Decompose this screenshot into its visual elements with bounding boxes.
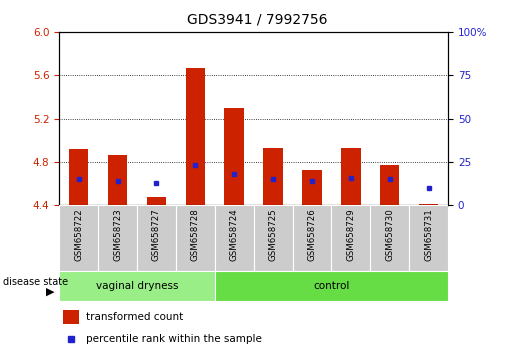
Text: GDS3941 / 7992756: GDS3941 / 7992756 <box>187 12 328 27</box>
Text: control: control <box>313 281 350 291</box>
Bar <box>215 271 448 301</box>
Text: GSM658725: GSM658725 <box>269 209 278 261</box>
Text: ▶: ▶ <box>46 286 55 296</box>
Bar <box>302 170 322 205</box>
Text: GSM658726: GSM658726 <box>307 209 316 261</box>
Text: GSM658727: GSM658727 <box>152 209 161 261</box>
Text: GSM658728: GSM658728 <box>191 209 200 261</box>
Bar <box>185 68 205 205</box>
Bar <box>108 155 127 205</box>
Bar <box>69 149 89 205</box>
Bar <box>225 108 244 205</box>
Bar <box>370 205 409 271</box>
Text: percentile rank within the sample: percentile rank within the sample <box>87 334 262 344</box>
Bar <box>341 148 360 205</box>
Bar <box>63 310 79 324</box>
Bar <box>419 204 438 205</box>
Text: GSM658731: GSM658731 <box>424 209 433 261</box>
Bar <box>380 165 400 205</box>
Text: vaginal dryness: vaginal dryness <box>96 281 178 291</box>
Bar <box>137 205 176 271</box>
Bar <box>409 205 448 271</box>
Bar <box>332 205 370 271</box>
Text: transformed count: transformed count <box>87 312 184 322</box>
Bar <box>59 271 215 301</box>
Text: GSM658723: GSM658723 <box>113 209 122 261</box>
Bar <box>176 205 215 271</box>
Bar <box>147 197 166 205</box>
Bar <box>253 205 293 271</box>
Text: GSM658724: GSM658724 <box>230 209 238 261</box>
Text: GSM658729: GSM658729 <box>347 209 355 261</box>
Text: GSM658722: GSM658722 <box>74 209 83 261</box>
Text: disease state: disease state <box>3 277 67 287</box>
Bar <box>293 205 332 271</box>
Bar <box>98 205 137 271</box>
Bar <box>263 148 283 205</box>
Bar <box>59 205 98 271</box>
Text: GSM658730: GSM658730 <box>385 209 394 261</box>
Bar <box>215 205 253 271</box>
